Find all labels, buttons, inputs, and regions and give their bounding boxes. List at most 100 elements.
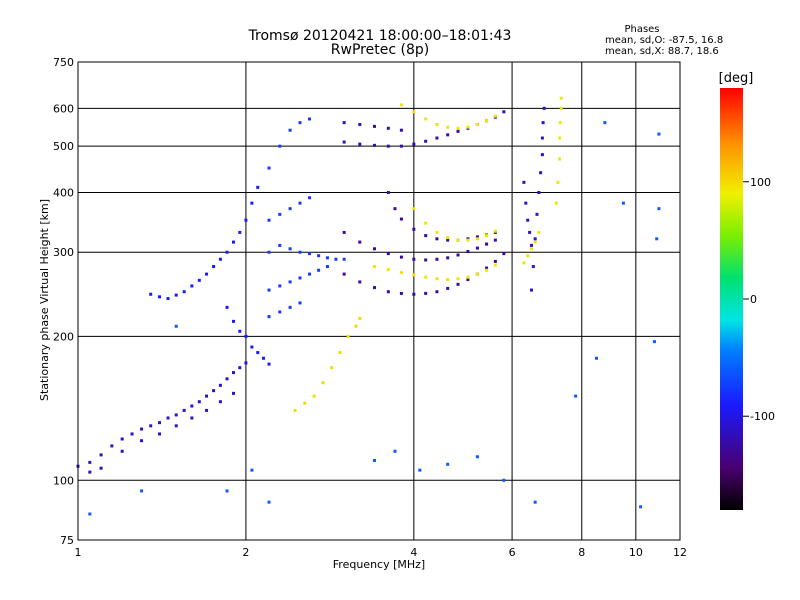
data-point — [218, 257, 222, 261]
data-point — [424, 139, 428, 143]
data-point — [225, 377, 229, 381]
data-point — [342, 257, 346, 261]
y-axis-label: Stationary phase Virtual Height [km] — [38, 199, 51, 401]
data-point — [342, 272, 346, 276]
data-point — [321, 381, 325, 385]
data-point — [456, 253, 460, 257]
data-point — [456, 238, 460, 242]
data-point — [278, 144, 282, 148]
y-tick-label: 750 — [53, 56, 74, 69]
data-point — [190, 404, 194, 408]
data-point — [182, 408, 186, 412]
data-point — [466, 275, 470, 279]
data-point — [435, 290, 439, 294]
data-point — [298, 250, 302, 254]
data-point — [166, 416, 170, 420]
data-point — [456, 282, 460, 286]
data-point — [238, 366, 242, 370]
x-tick-label: 8 — [578, 546, 585, 559]
data-point — [639, 505, 643, 509]
plot-frame — [77, 61, 681, 541]
data-point — [558, 157, 562, 161]
data-point — [212, 265, 216, 269]
data-point — [424, 275, 428, 279]
data-point — [399, 103, 403, 107]
data-point — [244, 218, 248, 222]
data-point — [330, 366, 334, 370]
data-point — [418, 468, 422, 472]
data-point — [267, 315, 271, 319]
data-point — [288, 207, 292, 211]
data-point — [466, 250, 470, 254]
data-point — [307, 117, 311, 121]
x-axis-ticks: 1 2 4 6 8 10 12 — [75, 546, 688, 559]
data-point — [542, 106, 546, 110]
data-point — [225, 489, 229, 493]
data-point — [466, 238, 470, 242]
data-point — [522, 261, 526, 265]
data-points — [76, 96, 661, 516]
data-point — [424, 221, 428, 225]
data-point — [524, 201, 528, 205]
data-point — [558, 136, 562, 140]
data-point — [354, 324, 358, 328]
data-point — [399, 271, 403, 275]
data-point — [502, 478, 506, 482]
data-point — [358, 123, 362, 127]
data-point — [231, 371, 235, 375]
data-point — [358, 316, 362, 320]
data-point — [533, 500, 537, 504]
data-point — [212, 389, 216, 393]
data-point — [231, 319, 235, 323]
data-point — [386, 190, 390, 194]
data-point — [526, 218, 530, 222]
data-point — [88, 470, 92, 474]
data-point — [182, 290, 186, 294]
data-point — [412, 207, 416, 211]
y-tick-label: 75 — [60, 534, 74, 547]
data-point — [372, 124, 376, 128]
data-point — [225, 250, 229, 254]
colorbar-tick-label: -100 — [750, 410, 775, 423]
data-point — [502, 110, 506, 114]
data-point — [540, 153, 544, 157]
colorbar-label: [deg] — [719, 71, 754, 86]
data-point — [533, 240, 537, 244]
data-point — [393, 449, 397, 453]
data-point — [533, 237, 537, 241]
data-point — [278, 310, 282, 314]
legend-line-x: mean, sd,X: 88.7, 18.6 — [605, 46, 719, 57]
y-tick-label: 600 — [53, 102, 74, 115]
data-point — [435, 230, 439, 234]
data-point — [657, 132, 661, 136]
colorbar-ticks: -100 0 100 — [743, 176, 775, 423]
data-point — [446, 278, 450, 282]
data-point — [399, 128, 403, 132]
data-point — [342, 230, 346, 234]
data-point — [267, 500, 271, 504]
data-point — [238, 329, 242, 333]
y-tick-label: 500 — [53, 140, 74, 153]
colorbar-tick-label: 0 — [750, 293, 757, 306]
data-point — [197, 278, 201, 282]
data-point — [526, 254, 530, 258]
data-point — [231, 391, 235, 395]
data-point — [298, 201, 302, 205]
data-point — [149, 292, 153, 296]
x-tick-label: 4 — [410, 546, 417, 559]
data-point — [493, 114, 497, 118]
legend-line-o: mean, sd,O: -87.5, 16.8 — [605, 35, 723, 46]
data-point — [424, 117, 428, 121]
data-point — [174, 413, 178, 417]
data-point — [298, 121, 302, 125]
data-point — [485, 119, 489, 123]
data-point — [261, 356, 265, 360]
data-point — [475, 235, 479, 239]
data-point — [256, 351, 260, 355]
data-point — [435, 237, 439, 241]
x-tick-label: 1 — [75, 546, 82, 559]
data-point — [475, 123, 479, 127]
data-point — [540, 136, 544, 140]
data-point — [312, 394, 316, 398]
data-point — [338, 351, 342, 355]
